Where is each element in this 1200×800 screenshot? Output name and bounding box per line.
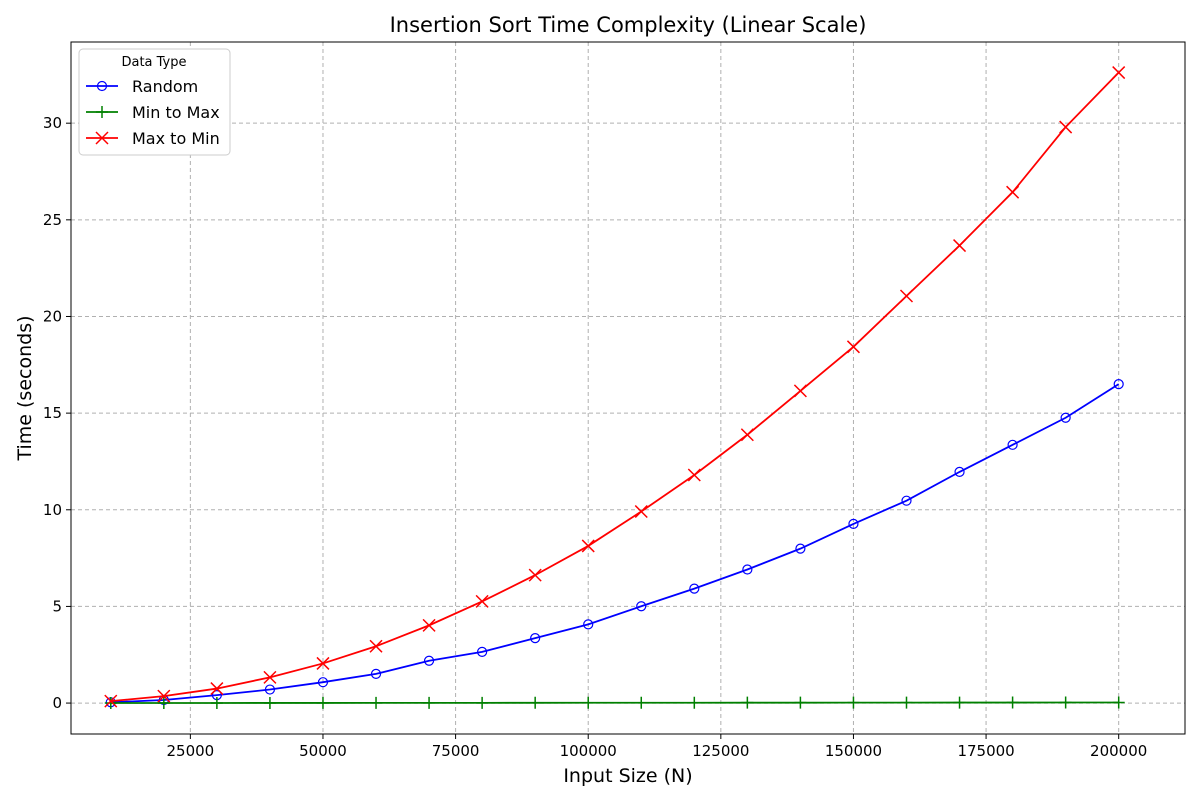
legend-marker-random bbox=[96, 80, 108, 92]
x-tick-label: 125000 bbox=[692, 742, 749, 760]
x-tick-label: 150000 bbox=[825, 742, 882, 760]
data-point-min-to-max bbox=[1112, 696, 1125, 709]
legend-label-random: Random bbox=[132, 77, 198, 96]
data-point-random bbox=[636, 601, 647, 612]
plot-frame bbox=[70, 41, 1186, 735]
data-point-max-to-min bbox=[899, 289, 914, 303]
data-point-min-to-max bbox=[529, 696, 542, 709]
data-point-random bbox=[1007, 439, 1018, 450]
data-point-min-to-max bbox=[423, 696, 436, 709]
data-point-min-to-max bbox=[741, 696, 754, 709]
data-point-random bbox=[477, 646, 488, 657]
data-point-random bbox=[423, 655, 435, 666]
data-point-random bbox=[954, 466, 965, 477]
data-point-min-to-max bbox=[900, 696, 913, 709]
data-point-random bbox=[370, 668, 382, 679]
data-point-max-to-min bbox=[793, 384, 807, 398]
y-tick-label: 10 bbox=[43, 501, 62, 519]
data-point-min-to-max bbox=[476, 696, 489, 709]
data-point-max-to-min bbox=[1112, 66, 1126, 80]
data-point-random bbox=[264, 684, 276, 695]
data-point-random bbox=[901, 495, 912, 506]
data-point-min-to-max bbox=[370, 696, 383, 709]
x-tick-label: 100000 bbox=[560, 742, 617, 760]
data-point-max-to-min bbox=[422, 618, 436, 632]
y-tick-label: 30 bbox=[43, 114, 62, 132]
series-line-min-to-max bbox=[110, 701, 1119, 704]
legend-item-random: Random bbox=[86, 77, 198, 96]
data-point-max-to-min bbox=[369, 639, 383, 653]
legend-item-min-to-max: Min to Max bbox=[86, 103, 220, 122]
legend-title: Data Type bbox=[121, 55, 186, 70]
data-point-random bbox=[848, 518, 859, 529]
y-axis-label: Time (seconds) bbox=[14, 315, 36, 461]
data-point-min-to-max bbox=[1059, 696, 1072, 709]
series-random bbox=[105, 379, 1124, 708]
data-point-random bbox=[689, 583, 700, 594]
data-point-max-to-min bbox=[687, 468, 701, 482]
data-point-max-to-min bbox=[953, 239, 967, 253]
x-tick-label: 50000 bbox=[299, 742, 347, 760]
data-point-max-to-min bbox=[475, 594, 489, 608]
data-point-random bbox=[583, 619, 594, 630]
series-line-random bbox=[110, 383, 1120, 704]
y-tick-label: 5 bbox=[52, 597, 62, 615]
legend-marker-max-to-min bbox=[95, 131, 109, 145]
data-point-min-to-max bbox=[688, 696, 701, 709]
data-point-max-to-min bbox=[316, 656, 330, 670]
series-min-to-max bbox=[104, 696, 1125, 710]
y-tick-label: 15 bbox=[43, 404, 62, 422]
data-point-max-to-min bbox=[104, 694, 118, 708]
data-point-min-to-max bbox=[635, 696, 648, 709]
data-point-max-to-min bbox=[210, 682, 224, 696]
data-point-random bbox=[795, 543, 806, 554]
legend: Data Type Random Min to Max Max to Min bbox=[78, 48, 231, 156]
legend-label-min-to-max: Min to Max bbox=[132, 103, 220, 122]
data-point-random bbox=[742, 564, 753, 575]
data-point-min-to-max bbox=[582, 696, 595, 709]
data-point-min-to-max bbox=[794, 696, 807, 709]
data-point-random bbox=[530, 633, 541, 644]
data-point-min-to-max bbox=[316, 696, 329, 709]
data-point-random bbox=[1113, 379, 1124, 390]
data-point-random bbox=[317, 677, 329, 688]
series-line-max-to-min bbox=[110, 71, 1120, 703]
data-point-min-to-max bbox=[157, 697, 170, 710]
data-point-max-to-min bbox=[263, 670, 277, 684]
legend-label-max-to-min: Max to Min bbox=[132, 129, 220, 148]
data-point-max-to-min bbox=[1006, 185, 1020, 199]
legend-box bbox=[78, 48, 231, 156]
data-point-min-to-max bbox=[104, 697, 117, 710]
data-point-max-to-min bbox=[846, 340, 860, 354]
x-tick-label: 25000 bbox=[166, 742, 214, 760]
chart-title: Insertion Sort Time Complexity (Linear S… bbox=[390, 13, 867, 37]
data-point-max-to-min bbox=[1059, 120, 1073, 134]
legend-marker-min-to-max bbox=[96, 106, 108, 118]
data-point-min-to-max bbox=[1006, 696, 1019, 709]
data-point-max-to-min bbox=[740, 428, 754, 442]
x-axis-label: Input Size (N) bbox=[563, 765, 692, 787]
data-point-min-to-max bbox=[847, 696, 860, 709]
x-tick-label: 75000 bbox=[432, 742, 480, 760]
legend-items: Random Min to Max Max to Min bbox=[86, 77, 220, 148]
x-tick-label: 175000 bbox=[957, 742, 1014, 760]
x-tick-label: 200000 bbox=[1090, 742, 1147, 760]
y-tick-label: 20 bbox=[43, 307, 62, 325]
data-point-max-to-min bbox=[157, 689, 171, 703]
series-max-to-min bbox=[104, 66, 1126, 708]
y-tick-label: 25 bbox=[43, 211, 62, 229]
data-point-random bbox=[1060, 412, 1071, 423]
y-tick-label: 0 bbox=[52, 694, 62, 712]
axis-ticks: 25000 50000 75000 100000 125000 150000 175000 2… bbox=[43, 114, 1147, 760]
data-point-max-to-min bbox=[581, 539, 595, 553]
series-layer bbox=[104, 66, 1126, 710]
data-point-min-to-max bbox=[263, 696, 276, 709]
data-point-max-to-min bbox=[528, 568, 542, 582]
data-point-min-to-max bbox=[210, 696, 223, 709]
data-point-min-to-max bbox=[953, 696, 966, 709]
data-point-max-to-min bbox=[634, 504, 648, 519]
legend-item-max-to-min: Max to Min bbox=[86, 129, 220, 148]
